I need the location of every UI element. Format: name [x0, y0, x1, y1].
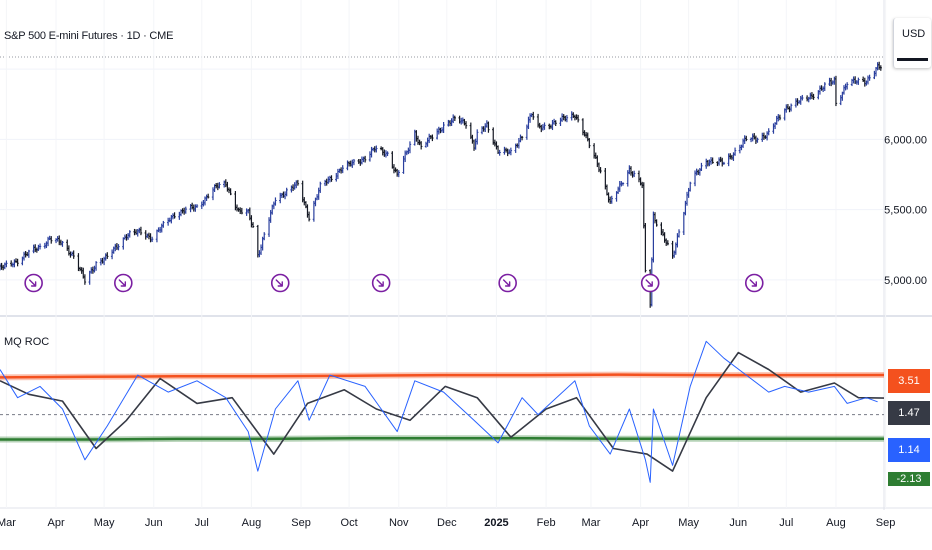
event-marker-arrow [749, 279, 757, 287]
time-tick-label: 2025 [484, 517, 508, 529]
event-marker-arrow [502, 279, 511, 287]
time-tick-label: Aug [826, 517, 846, 529]
event-marker-icon[interactable] [498, 273, 517, 293]
time-tick-label: Mar [581, 517, 600, 529]
indicator-title[interactable]: MQ ROC [4, 336, 50, 348]
time-tick-label: Nov [389, 517, 409, 529]
event-marker-arrow [118, 279, 127, 287]
time-tick-label: May [94, 517, 115, 529]
event-marker-icon[interactable] [371, 273, 391, 293]
event-marker-icon[interactable] [24, 273, 43, 293]
roc-signal-line [0, 351, 885, 472]
price-tick-label: 6,000.00 [884, 134, 927, 146]
event-marker-circle [640, 273, 660, 293]
currency-label: USD [902, 28, 926, 40]
time-tick-label: Aug [242, 517, 262, 529]
event-marker-icon[interactable] [114, 273, 133, 293]
event-marker-arrow [645, 279, 653, 287]
time-tick-label: May [678, 517, 699, 529]
time-tick-label: Jul [779, 517, 793, 529]
time-tick-label: Dec [437, 517, 457, 529]
time-tick-label: Sep [291, 517, 311, 529]
event-marker-circle [270, 273, 290, 293]
lower-band-value-label: -2.13 [888, 472, 930, 486]
time-tick-label: Feb [537, 517, 556, 529]
lower-band-line [0, 437, 884, 441]
event-marker-arrow [275, 279, 283, 287]
time-tick-label: Sep [876, 517, 896, 529]
event-marker-circle [24, 273, 43, 293]
currency-selector[interactable]: USD [893, 18, 931, 68]
event-marker-icon[interactable] [640, 273, 660, 293]
roc-value-label: 1.14 [888, 438, 930, 462]
event-marker-arrow [376, 279, 384, 287]
event-marker-arrow [28, 279, 37, 287]
price-tick-label: 5,000.00 [884, 275, 927, 287]
roc-line [0, 340, 878, 483]
event-marker-circle [498, 273, 517, 293]
time-tick-label: Jul [195, 517, 209, 529]
grid-lines [0, 0, 932, 510]
upper-band-value-label: 3.51 [888, 369, 930, 393]
indicator-series [0, 340, 885, 483]
event-marker-circle [114, 273, 133, 293]
axes: 5,000.00 5,500.00 6,000.00 Mar Apr May Jun Jul A… [0, 134, 927, 529]
roc-signal-value-label: 1.47 [888, 401, 930, 425]
time-tick-label: Oct [341, 517, 358, 529]
time-tick-label: Jun [729, 517, 747, 529]
symbol-title[interactable]: S&P 500 E-mini Futures · 1D · CME [4, 30, 174, 42]
time-tick-label: Apr [632, 517, 649, 529]
event-markers [24, 273, 764, 293]
event-marker-icon[interactable] [270, 273, 290, 293]
event-marker-icon[interactable] [744, 273, 764, 293]
time-tick-label: Mar [0, 517, 16, 529]
event-marker-circle [744, 273, 764, 293]
price-series [0, 61, 882, 308]
upper-band-line [0, 373, 885, 379]
event-marker-circle [371, 273, 391, 293]
time-tick-label: Apr [47, 517, 64, 529]
price-tick-label: 5,500.00 [884, 205, 927, 217]
time-tick-label: Jun [145, 517, 163, 529]
price-scale-marker [897, 58, 928, 61]
